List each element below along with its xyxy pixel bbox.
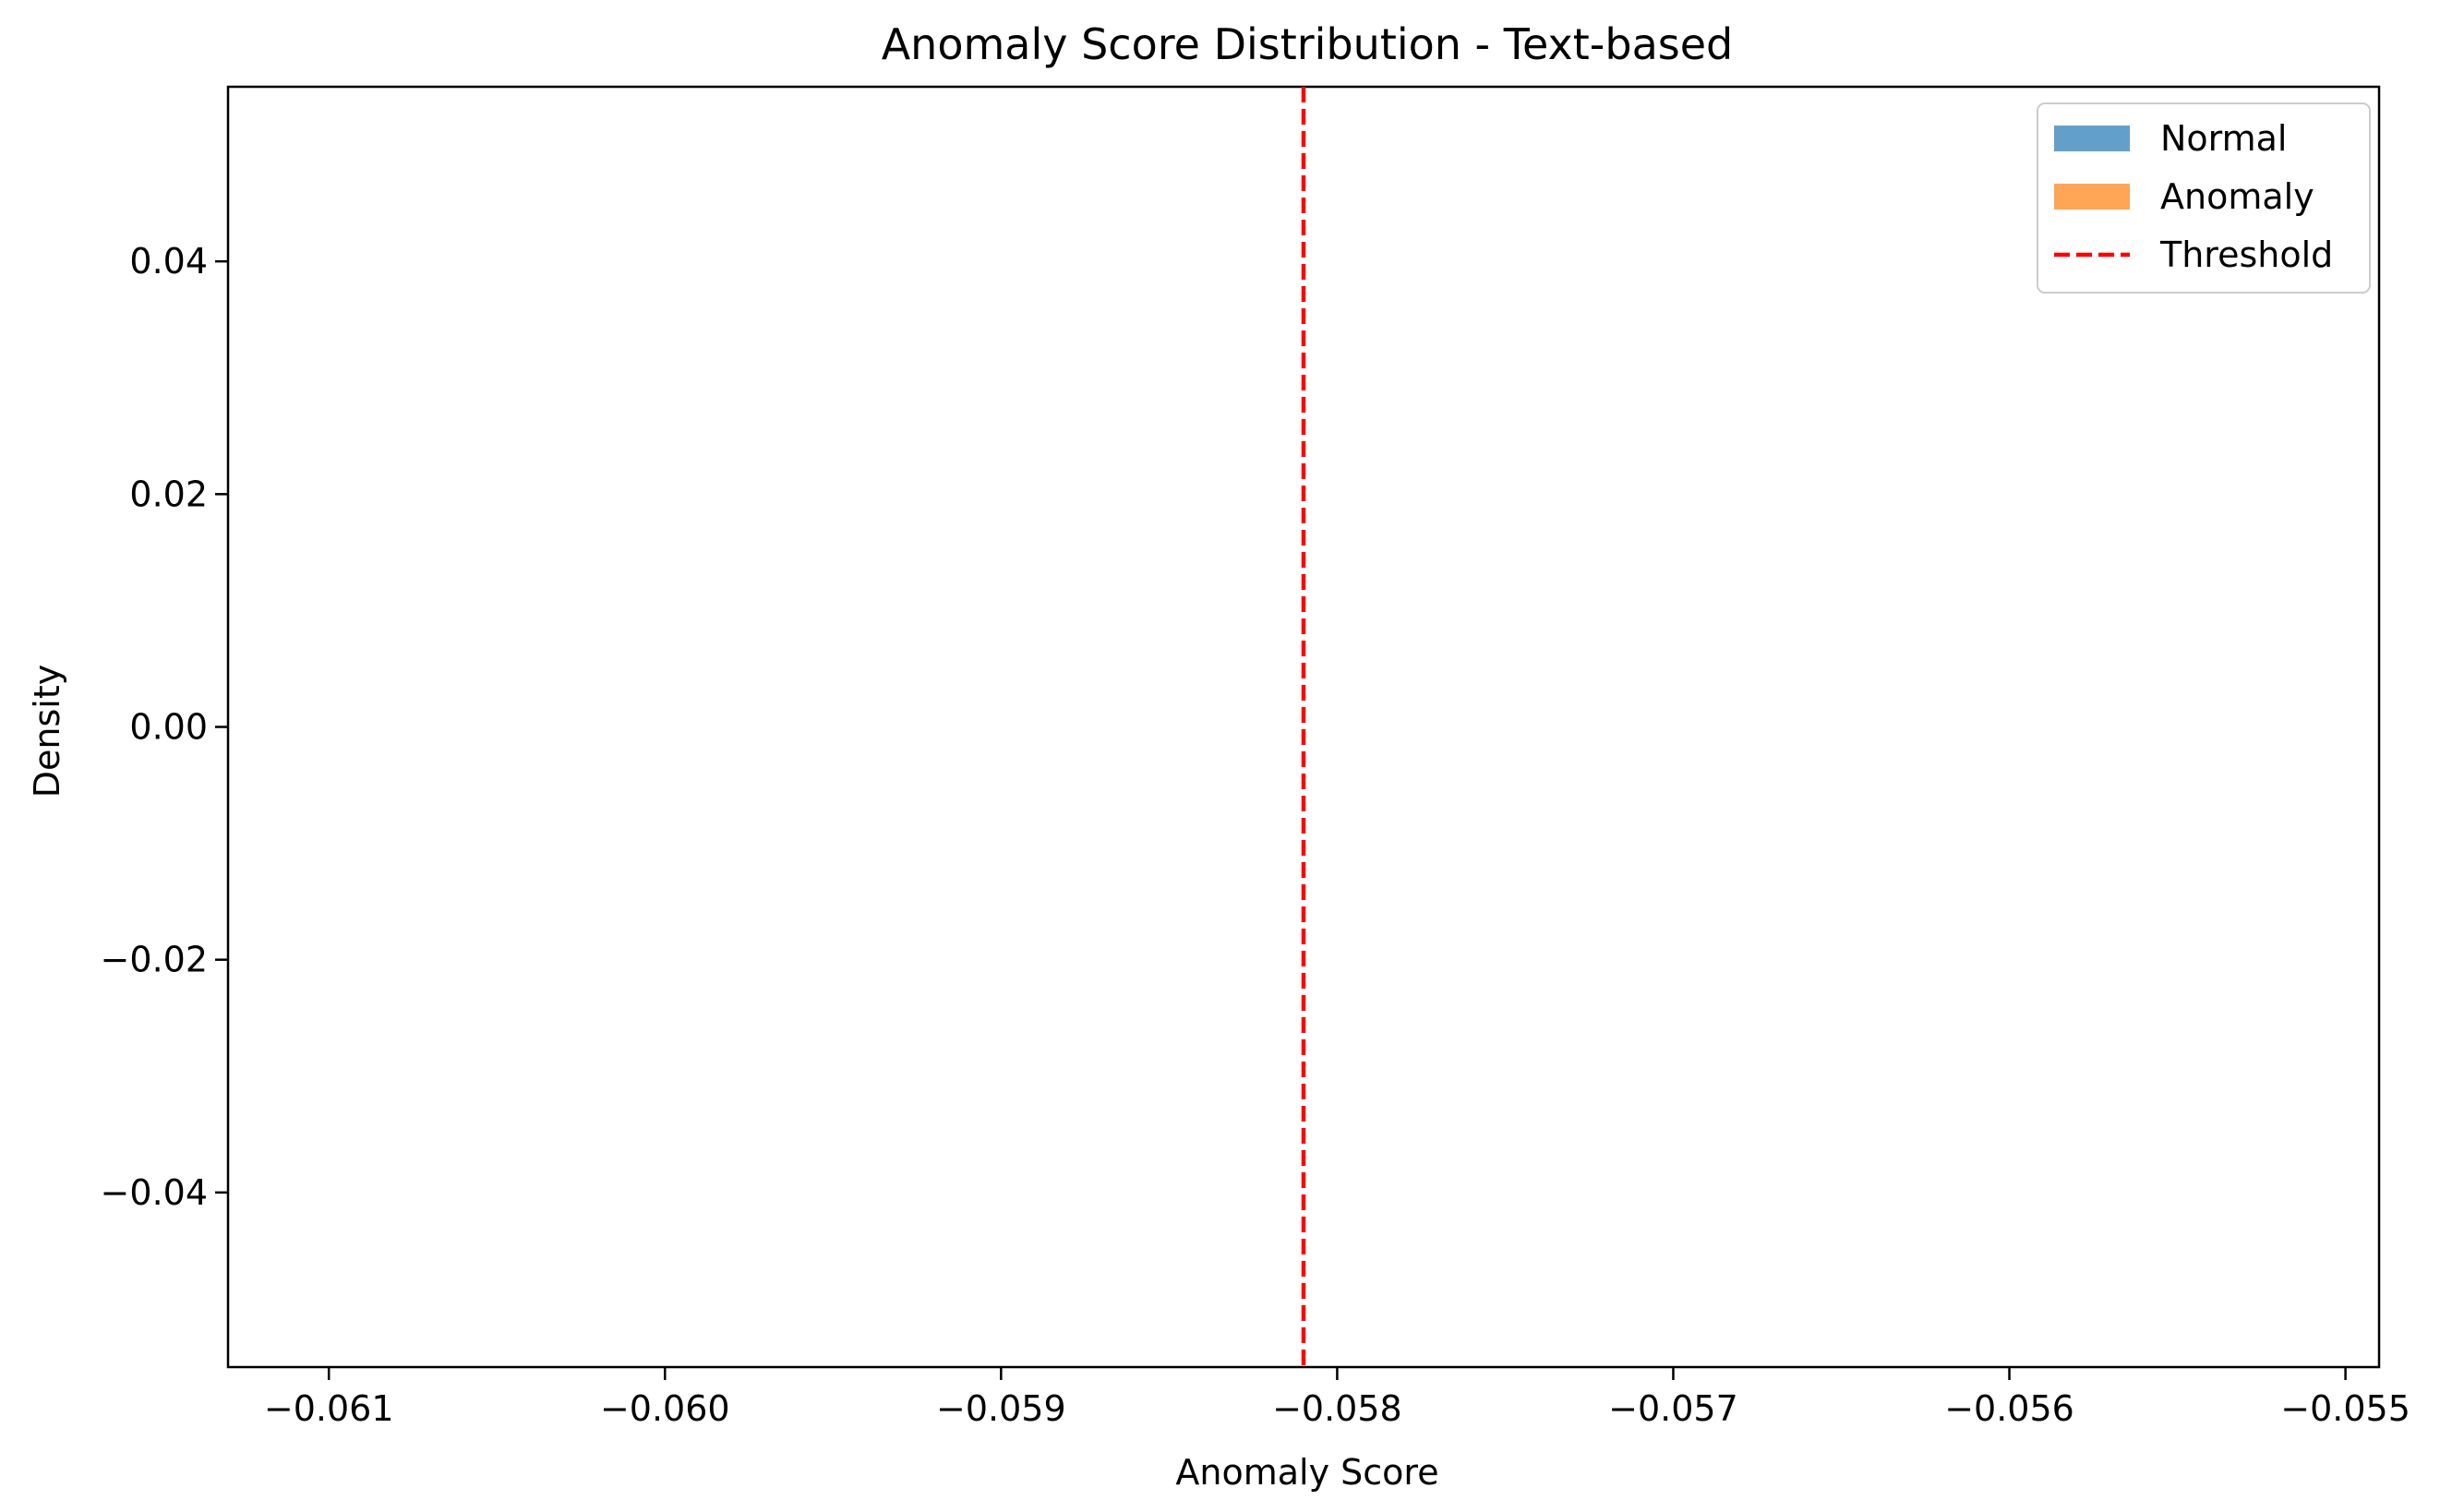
y-tick-label: −0.02 [101,940,208,980]
y-tick-label: 0.04 [129,241,208,282]
legend: Normal Anomaly Threshold [2037,102,2371,294]
chart-title: Anomaly Score Distribution - Text-based [882,19,1734,69]
x-axis-label: Anomaly Score [1175,1452,1438,1493]
x-tick-label: −0.058 [1272,1388,1402,1429]
y-tick-label: 0.00 [129,707,208,748]
legend-item-normal: Normal [2054,118,2288,159]
y-tick-label: −0.04 [101,1172,208,1213]
y-axis-label: Density [27,665,67,798]
x-tick-label: −0.059 [936,1388,1066,1429]
legend-item-threshold: Threshold [2054,234,2333,275]
x-axis-ticks: −0.061 −0.060 −0.059 −0.058 −0.057 −0.056 −0.0… [264,1367,2410,1429]
legend-label: Anomaly [2160,176,2314,217]
y-tick-label: 0.02 [129,474,208,514]
legend-swatch [2054,184,2130,210]
plot-area: −0.061 −0.060 −0.059 −0.058 −0.057 −0.056 −0.0… [101,85,2410,1429]
legend-item-anomaly: Anomaly [2054,176,2314,217]
legend-label: Normal [2160,118,2288,159]
legend-entries: Normal Anomaly Threshold [2054,118,2333,275]
x-tick-label: −0.057 [1608,1388,1738,1429]
x-tick-label: −0.060 [600,1388,730,1429]
legend-swatch [2054,126,2130,151]
x-tick-label: −0.056 [1944,1388,2074,1429]
x-tick-label: −0.061 [264,1388,394,1429]
x-tick-label: −0.055 [2280,1388,2410,1429]
y-axis-ticks: 0.04 0.02 0.00 −0.02 −0.04 [101,241,228,1213]
legend-label: Threshold [2159,234,2333,275]
